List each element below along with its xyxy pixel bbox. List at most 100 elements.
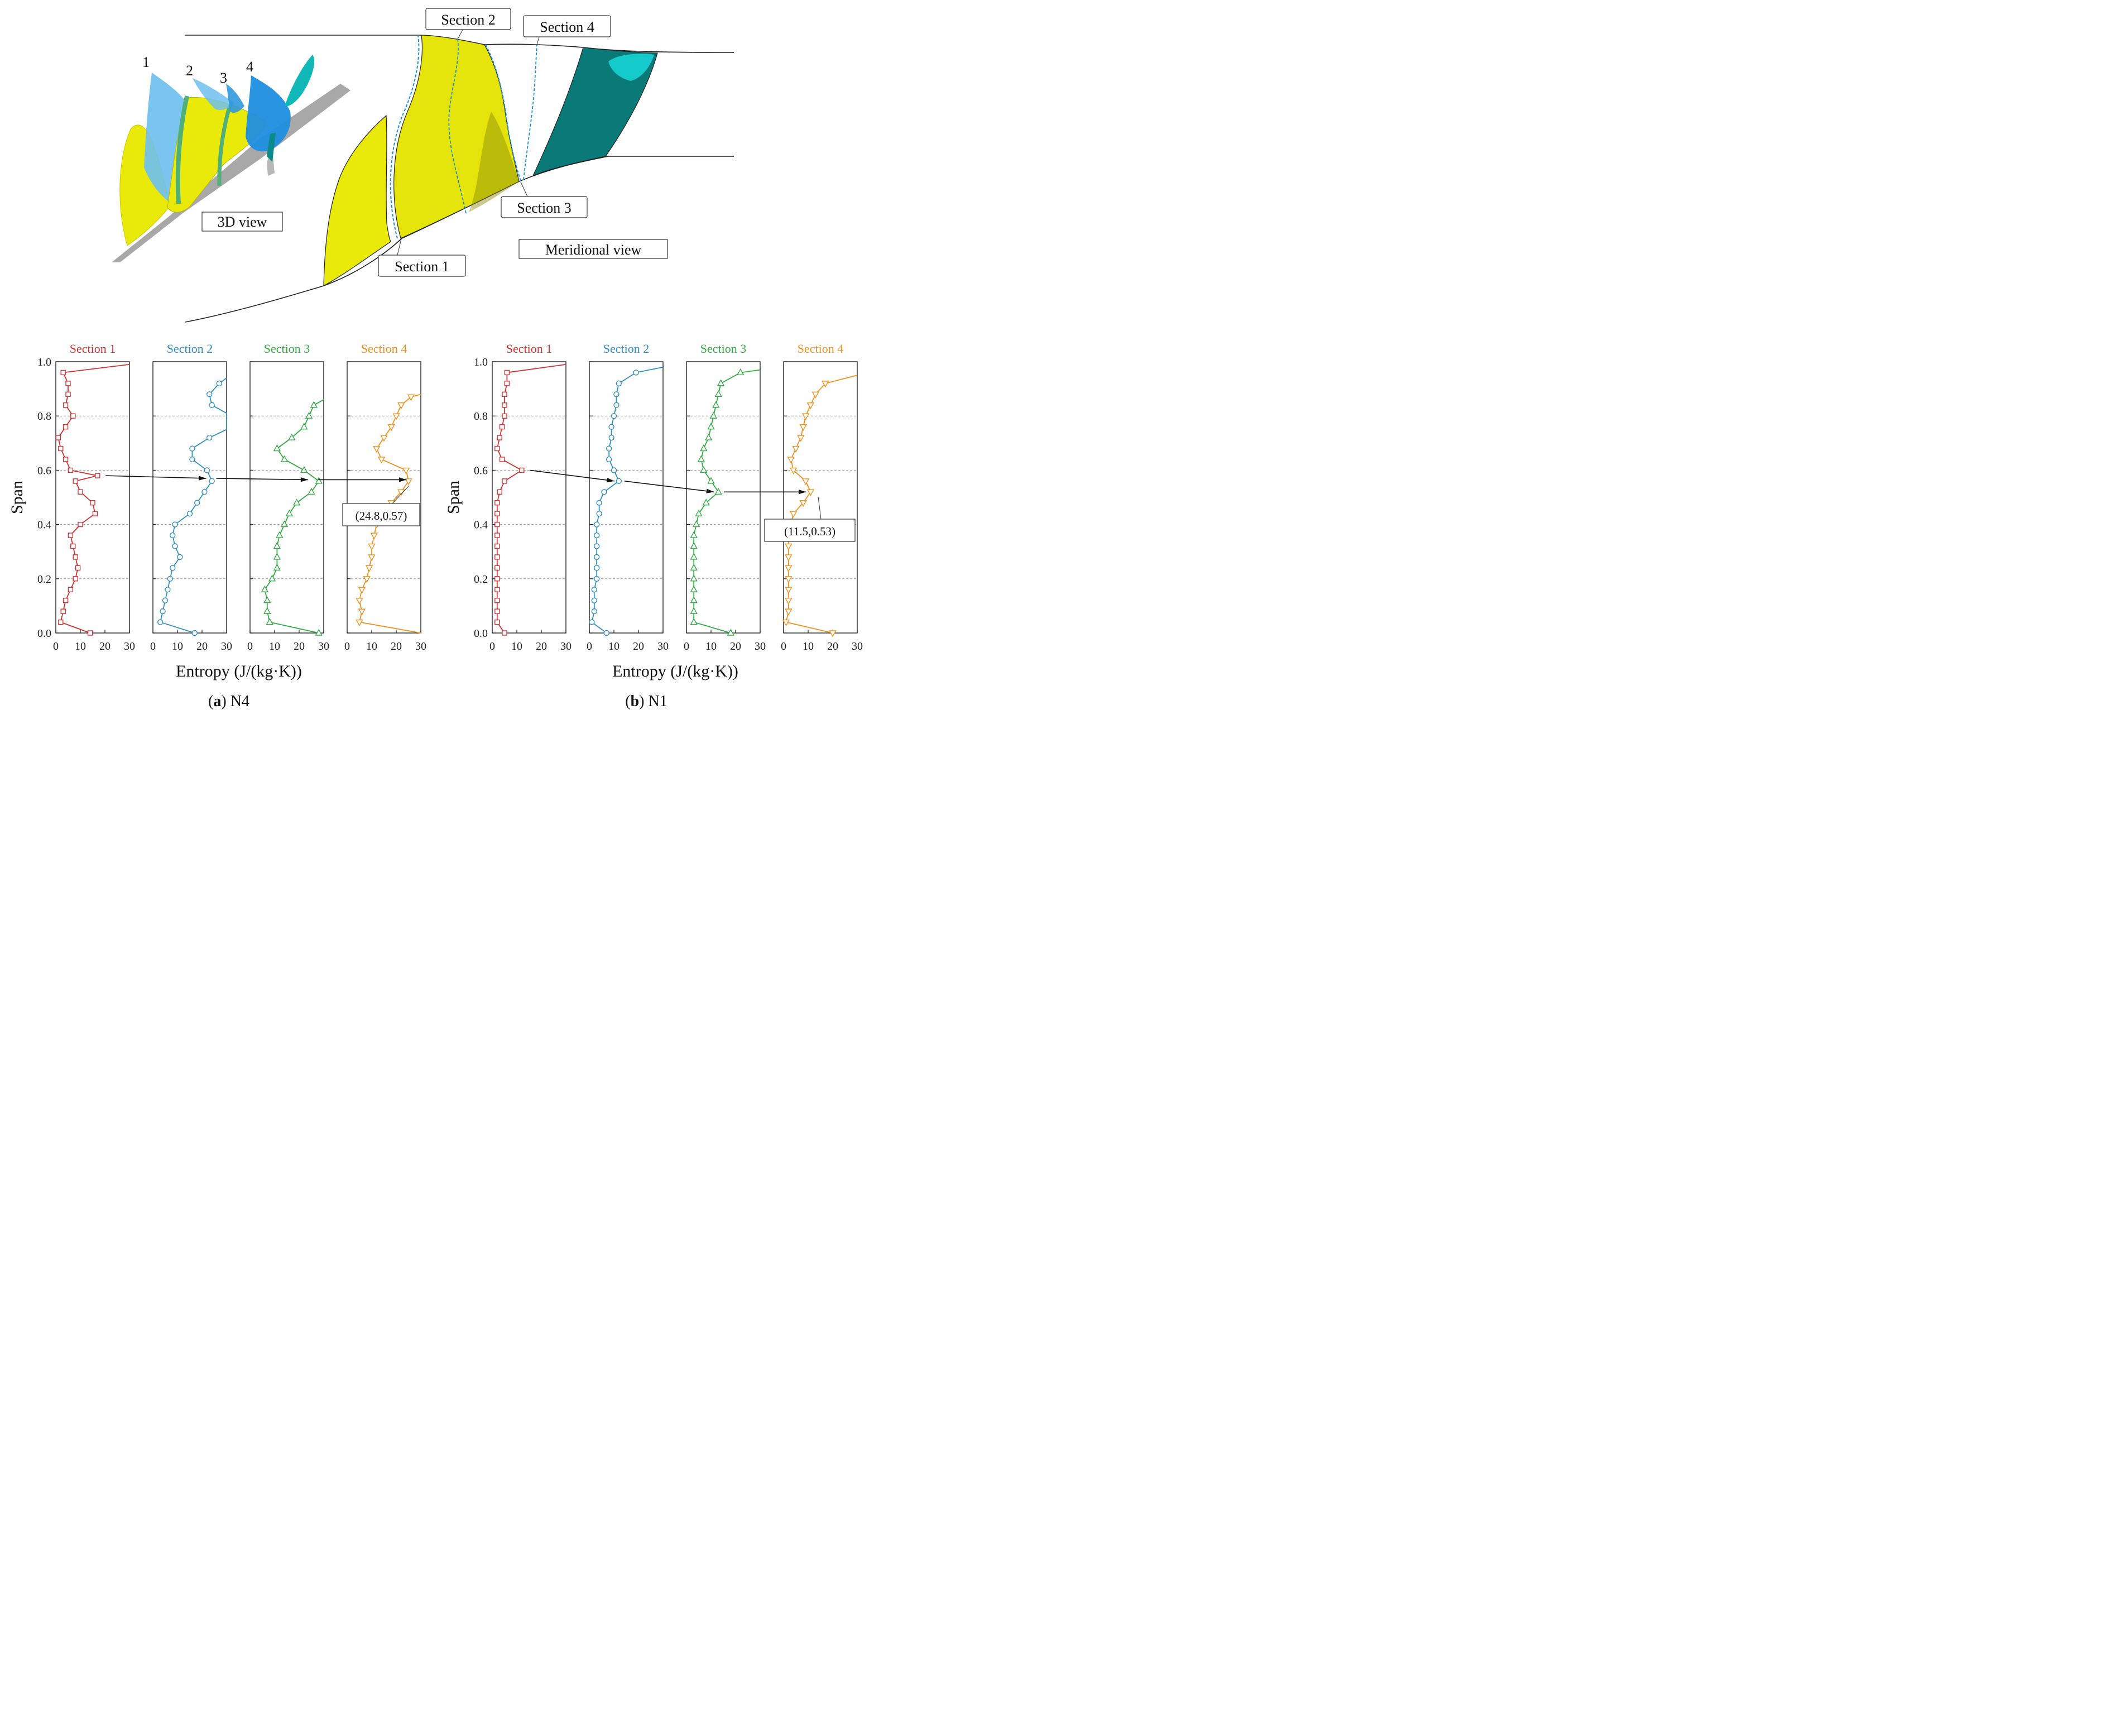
x-tick-label: 10 bbox=[803, 640, 814, 653]
data-point bbox=[504, 370, 510, 376]
view-3d-label-box bbox=[201, 212, 283, 232]
panel-frame bbox=[347, 361, 421, 634]
x-tick-label: 10 bbox=[75, 640, 86, 653]
data-point bbox=[690, 596, 698, 603]
meridional-label: Meridional view bbox=[545, 242, 642, 258]
panel-frame bbox=[589, 361, 664, 634]
callout-section-1-box bbox=[378, 255, 466, 277]
x-tick-label: 0 bbox=[587, 640, 592, 653]
data-point bbox=[60, 370, 66, 376]
panel-2: 0 10 20 30 Section 2 bbox=[587, 342, 669, 653]
panel-1: 0.0 0.2 0.4 0.6 0.8 1.0 0 10 20 30 Section 1 bbox=[37, 342, 135, 653]
data-point bbox=[494, 521, 500, 527]
data-point bbox=[78, 489, 83, 495]
data-point bbox=[170, 532, 176, 539]
data-point bbox=[300, 423, 308, 430]
data-point bbox=[799, 424, 807, 431]
y-axis-label: Span bbox=[444, 481, 463, 514]
data-point bbox=[65, 391, 71, 397]
panel-frame bbox=[783, 361, 858, 634]
section-2-dash bbox=[448, 39, 467, 214]
x-tick-label: 10 bbox=[172, 640, 183, 653]
view-3d-label: 3D view bbox=[218, 214, 267, 230]
data-point bbox=[589, 619, 595, 625]
peak-arrow-head bbox=[607, 478, 614, 483]
stator-blade-3d bbox=[285, 55, 315, 107]
section-title: Section 1 bbox=[70, 342, 116, 356]
data-point bbox=[387, 424, 395, 431]
rotor-trailing-dash bbox=[485, 44, 521, 181]
hub-line bbox=[185, 156, 734, 323]
data-point bbox=[90, 500, 95, 506]
y-tick-label: 1.0 bbox=[474, 356, 488, 368]
data-point bbox=[785, 587, 793, 594]
series-line bbox=[496, 363, 566, 634]
y-tick-label: 0.6 bbox=[474, 464, 488, 477]
data-point bbox=[782, 619, 790, 627]
data-point bbox=[207, 434, 213, 441]
peak-callout-leader bbox=[818, 496, 822, 520]
x-tick-label: 10 bbox=[705, 640, 717, 653]
data-point bbox=[785, 565, 793, 572]
data-point bbox=[494, 576, 500, 582]
data-point bbox=[165, 587, 171, 593]
data-point bbox=[494, 511, 500, 516]
section-title: Section 2 bbox=[167, 342, 213, 356]
blade-number-1: 1 bbox=[142, 54, 150, 70]
data-point bbox=[280, 455, 289, 462]
data-point bbox=[373, 445, 381, 453]
x-tick-label: 30 bbox=[124, 640, 135, 653]
data-point bbox=[700, 466, 708, 473]
data-point bbox=[596, 510, 602, 517]
data-point bbox=[690, 553, 698, 560]
rotor-leading-dash bbox=[390, 35, 420, 239]
data-point bbox=[593, 543, 600, 549]
section-title: Section 3 bbox=[264, 342, 310, 356]
data-point bbox=[789, 467, 798, 474]
rotor-blade-meridional bbox=[393, 35, 520, 239]
data-point bbox=[593, 521, 600, 527]
data-point bbox=[593, 576, 600, 582]
data-point bbox=[58, 445, 64, 452]
data-point bbox=[60, 608, 66, 614]
data-point bbox=[499, 457, 505, 462]
callout-section-2: Section 2 bbox=[441, 12, 496, 28]
panel-frame bbox=[492, 361, 566, 634]
section-2-surface-3d bbox=[193, 78, 234, 110]
x-tick-label: 20 bbox=[827, 640, 838, 653]
data-point bbox=[95, 473, 100, 478]
data-point bbox=[494, 597, 500, 603]
data-point bbox=[702, 498, 710, 506]
data-point bbox=[308, 487, 315, 495]
data-point bbox=[494, 445, 500, 452]
data-point bbox=[785, 608, 793, 616]
data-point bbox=[73, 478, 78, 484]
data-point bbox=[593, 554, 600, 560]
data-point bbox=[494, 500, 500, 506]
data-point bbox=[499, 424, 505, 430]
x-tick-label: 20 bbox=[294, 640, 305, 653]
data-point bbox=[709, 411, 718, 419]
data-point bbox=[377, 457, 386, 464]
data-point bbox=[402, 467, 410, 474]
x-tick-label: 0 bbox=[489, 640, 495, 653]
data-point bbox=[690, 563, 698, 571]
y-tick-label: 0.6 bbox=[37, 464, 51, 477]
data-point bbox=[502, 478, 507, 484]
y-tick-label: 0.4 bbox=[37, 519, 51, 531]
meridional-view: Section 2 Section 4 Section 3 Section 1 … bbox=[185, 8, 734, 323]
y-tick-label: 0.0 bbox=[474, 627, 488, 640]
stator-stem-3d bbox=[267, 133, 276, 162]
x-tick-label: 20 bbox=[633, 640, 644, 653]
data-point bbox=[63, 597, 69, 603]
peak-callout-label: (24.8,0.57) bbox=[356, 509, 407, 522]
section-title: Section 2 bbox=[603, 342, 650, 356]
data-point bbox=[717, 379, 725, 386]
data-point bbox=[397, 402, 405, 410]
data-point bbox=[63, 457, 69, 462]
data-point bbox=[305, 411, 313, 419]
data-point bbox=[261, 585, 269, 592]
peak-arrow bbox=[624, 481, 714, 493]
blade-number-3: 3 bbox=[220, 70, 227, 86]
x-tick-label: 20 bbox=[730, 640, 741, 653]
